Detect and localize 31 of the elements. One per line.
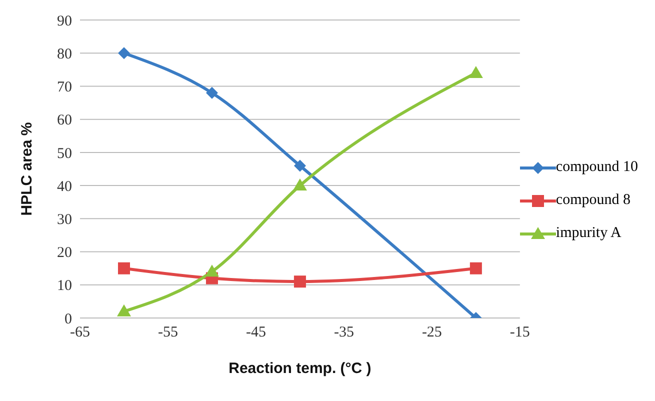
point bbox=[116, 304, 131, 316]
point bbox=[294, 160, 306, 172]
point bbox=[204, 264, 219, 277]
legend-label: compound 8 bbox=[556, 192, 630, 209]
y-tick-label: 0 bbox=[64, 311, 72, 328]
y-tick-label: 60 bbox=[57, 112, 72, 129]
point bbox=[206, 86, 218, 99]
x-tick-label: -45 bbox=[246, 324, 266, 341]
y-tick-label: 10 bbox=[57, 278, 72, 294]
y-tick-label: 50 bbox=[57, 146, 72, 162]
legend-label: impurity A bbox=[556, 225, 622, 242]
legend-label: compound 10 bbox=[556, 159, 638, 176]
point bbox=[470, 262, 482, 274]
point bbox=[118, 262, 130, 274]
x-axis-title: Reaction temp. (°C ) bbox=[228, 360, 372, 377]
x-tick-label: -35 bbox=[334, 324, 354, 341]
x-tick-label: -55 bbox=[158, 324, 178, 341]
x-tick-label: -25 bbox=[422, 324, 442, 341]
x-tick-label: -65 bbox=[70, 324, 90, 341]
x-tick-label: -15 bbox=[510, 324, 530, 341]
point bbox=[294, 276, 306, 288]
y-tick-label: 40 bbox=[57, 178, 72, 195]
y-tick-label: 70 bbox=[57, 80, 72, 96]
y-axis-title: HPLC area % bbox=[18, 122, 36, 216]
y-tick-label: 30 bbox=[57, 212, 72, 228]
y-tick-label: 20 bbox=[57, 245, 72, 262]
y-tick-label: 80 bbox=[57, 46, 72, 62]
point bbox=[468, 66, 483, 78]
y-tick-label: 90 bbox=[57, 13, 72, 30]
point bbox=[292, 178, 307, 191]
point bbox=[118, 47, 130, 60]
